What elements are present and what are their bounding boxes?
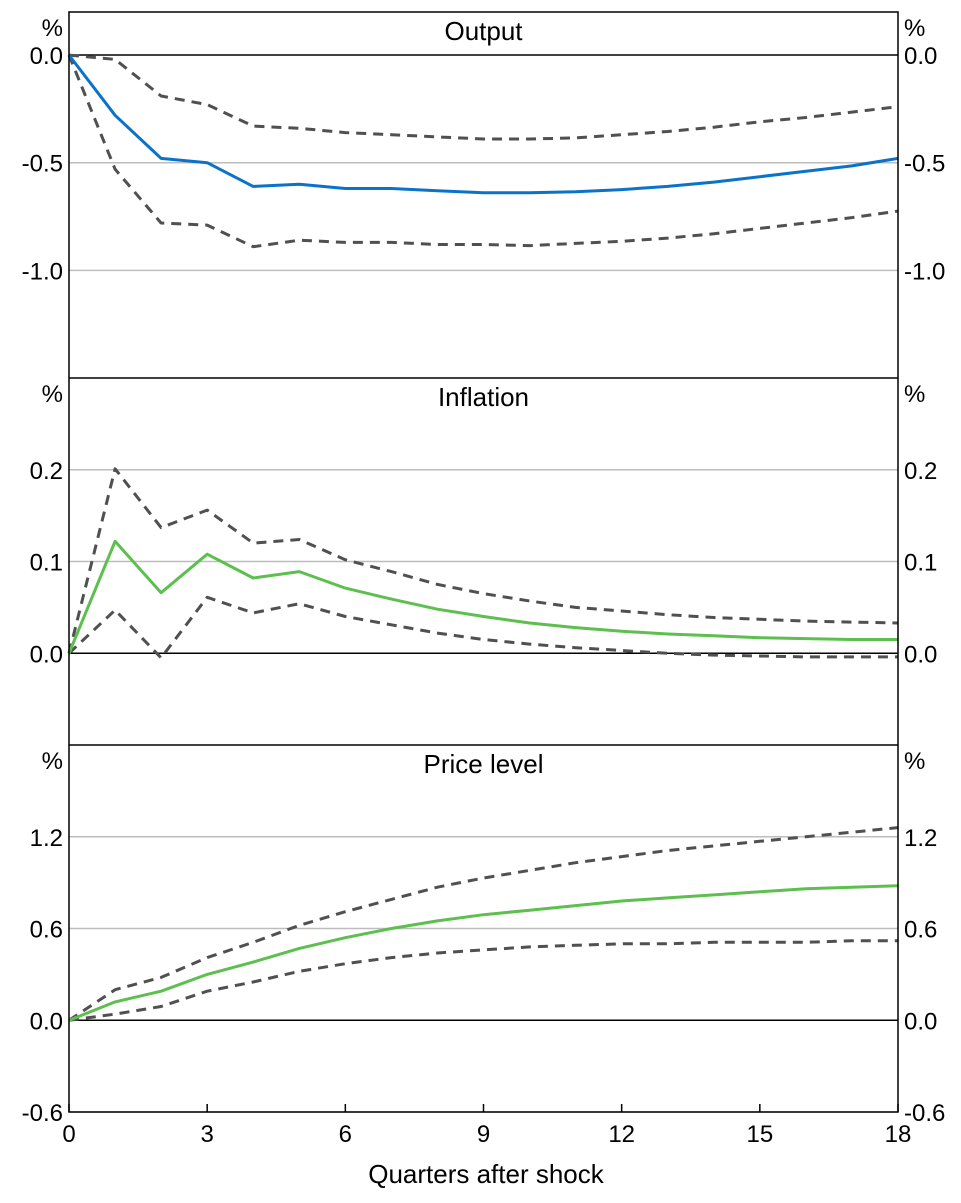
price-level-y-tick-right: 0.0 bbox=[904, 1008, 937, 1035]
inflation-y-tick-right: 0.0 bbox=[904, 641, 937, 668]
price-level-y-tick-left: 0.6 bbox=[30, 917, 63, 944]
x-tick-label: 9 bbox=[477, 1121, 490, 1148]
price-level-y-tick-left: 0.0 bbox=[30, 1008, 63, 1035]
output-y-tick-left: -0.5 bbox=[22, 151, 63, 178]
x-axis: 0 3 6 9 12 15 18 bbox=[62, 1104, 911, 1148]
price-level-lower-band-line bbox=[68, 939, 898, 1022]
price-level-y-tick-right: 0.6 bbox=[904, 917, 937, 944]
inflation-panel: 0.2 0.2 0.1 0.1 0.0 0.0% % Inflation bbox=[30, 381, 938, 668]
x-tick-label: 0 bbox=[62, 1121, 75, 1148]
price-level-upper-band-line bbox=[68, 826, 899, 1022]
price-level-y-tick-right: 1.2 bbox=[904, 825, 937, 852]
inflation-lower-band-line bbox=[67, 595, 898, 660]
inflation-upper-band-line bbox=[67, 467, 899, 654]
price-level-panel-title: Price level bbox=[424, 749, 544, 779]
output-y-tick-left: 0.0 bbox=[30, 43, 63, 70]
output-estimate-line bbox=[67, 54, 899, 195]
output-y-tick-right: -1.0 bbox=[904, 258, 945, 285]
price-level-y-tick-right: -0.6 bbox=[904, 1100, 945, 1127]
inflation-panel-title: Inflation bbox=[438, 382, 529, 412]
inflation-estimate-line bbox=[67, 539, 898, 654]
price-level-estimate-line bbox=[68, 884, 899, 1022]
x-tick-label: 6 bbox=[339, 1121, 352, 1148]
price-level-panel: 1.2 1.2 0.6 0.6 0.0 0.0 -0.6 -0.6% % Price level bbox=[22, 748, 946, 1127]
price-level-y-tick-left: 1.2 bbox=[30, 825, 63, 852]
inflation-y-tick-left: 0.2 bbox=[30, 458, 63, 485]
inflation-y-tick-left: 0.1 bbox=[30, 550, 63, 577]
x-tick-label: 3 bbox=[200, 1121, 213, 1148]
output-panel: 0.0 0.0 -0.5 -0.5 -1.0 -1.0% % Output bbox=[22, 15, 946, 285]
inflation-unit-right: % bbox=[904, 381, 925, 408]
inflation-y-tick-right: 0.1 bbox=[904, 550, 937, 577]
inflation-unit-left: % bbox=[42, 381, 63, 408]
output-unit-right: % bbox=[904, 15, 925, 42]
x-axis-label: Quarters after shock bbox=[368, 1159, 605, 1189]
x-tick-label: 15 bbox=[746, 1121, 773, 1148]
output-y-tick-right: 0.0 bbox=[904, 43, 937, 70]
output-panel-title: Output bbox=[444, 16, 523, 46]
inflation-y-tick-right: 0.2 bbox=[904, 458, 937, 485]
output-y-tick-right: -0.5 bbox=[904, 151, 945, 178]
price-level-unit-left: % bbox=[42, 748, 63, 775]
output-lower-band-line bbox=[67, 54, 899, 249]
output-upper-band-line bbox=[68, 53, 899, 141]
price-level-unit-right: % bbox=[904, 748, 925, 775]
inflation-y-tick-left: 0.0 bbox=[30, 641, 63, 668]
x-tick-label: 12 bbox=[608, 1121, 635, 1148]
x-tick-label: 18 bbox=[885, 1121, 912, 1148]
price-level-y-tick-left: -0.6 bbox=[22, 1100, 63, 1127]
output-unit-left: % bbox=[42, 15, 63, 42]
output-y-tick-left: -1.0 bbox=[22, 258, 63, 285]
